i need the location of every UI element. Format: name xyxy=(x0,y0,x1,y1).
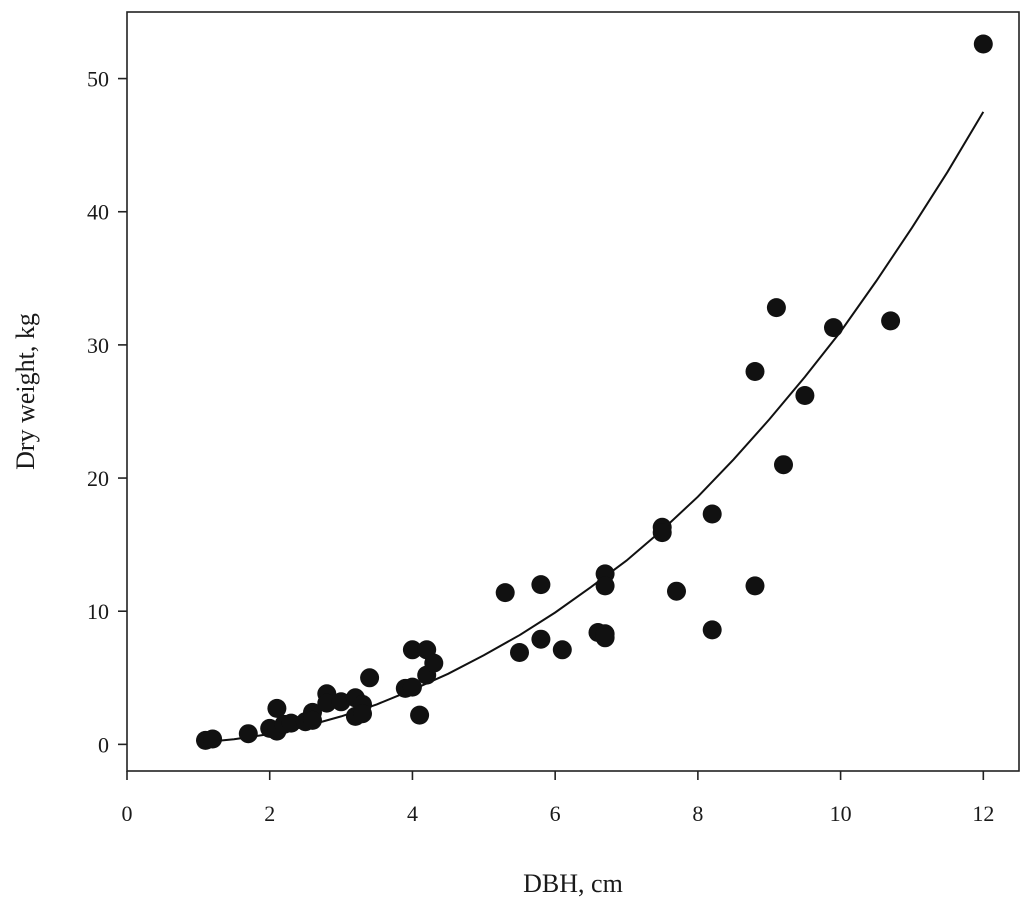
data-point xyxy=(595,576,615,596)
x-tick-label: 12 xyxy=(972,801,994,826)
fit-curve xyxy=(205,111,985,743)
data-point xyxy=(203,729,223,749)
x-tick-label: 8 xyxy=(692,801,703,826)
data-point xyxy=(702,504,722,524)
x-tick-label: 0 xyxy=(122,801,133,826)
data-point xyxy=(331,692,351,712)
y-tick-label: 30 xyxy=(87,333,109,358)
x-tick-label: 10 xyxy=(830,801,852,826)
data-point xyxy=(410,705,430,725)
y-tick-label: 0 xyxy=(98,732,109,757)
data-point xyxy=(774,455,793,475)
data-point xyxy=(881,311,901,331)
data-point xyxy=(402,677,422,697)
data-point xyxy=(795,386,815,405)
data-point xyxy=(667,581,686,601)
data-point xyxy=(745,576,765,596)
y-axis-title: Dry weight, kg xyxy=(11,313,40,470)
y-tick-label: 40 xyxy=(87,200,109,225)
data-point xyxy=(281,713,301,733)
data-point xyxy=(531,629,551,649)
plot-border xyxy=(126,11,1020,772)
data-point xyxy=(238,724,258,744)
data-point xyxy=(360,668,380,688)
x-tick-label: 6 xyxy=(550,801,561,826)
data-point xyxy=(652,523,672,543)
y-axis: 0 10 20 30 40 50 xyxy=(87,67,127,757)
data-point xyxy=(303,710,322,730)
data-point xyxy=(424,653,444,673)
x-tick-label: 2 xyxy=(264,801,275,826)
data-point xyxy=(552,640,572,660)
data-point xyxy=(267,698,287,718)
data-point xyxy=(402,640,422,660)
data-point xyxy=(766,298,786,318)
data-point xyxy=(495,583,515,603)
x-tick-label: 4 xyxy=(407,801,418,826)
y-tick-label: 10 xyxy=(87,599,109,624)
data-point xyxy=(353,704,372,724)
data-point xyxy=(510,643,529,662)
data-point xyxy=(595,628,615,648)
data-point xyxy=(824,318,843,338)
plot-frame xyxy=(126,11,1020,772)
y-tick-label: 50 xyxy=(87,67,109,92)
data-point xyxy=(531,575,551,595)
data-point xyxy=(702,620,722,640)
fit-curve-layer xyxy=(205,111,985,743)
data-points xyxy=(196,34,993,750)
data-point xyxy=(973,34,993,54)
x-axis: 0 2 4 6 8 10 12 xyxy=(122,771,994,826)
y-tick-label: 20 xyxy=(87,466,109,491)
x-axis-title: DBH, cm xyxy=(523,869,623,898)
data-point xyxy=(745,362,765,381)
data-point xyxy=(317,693,337,713)
